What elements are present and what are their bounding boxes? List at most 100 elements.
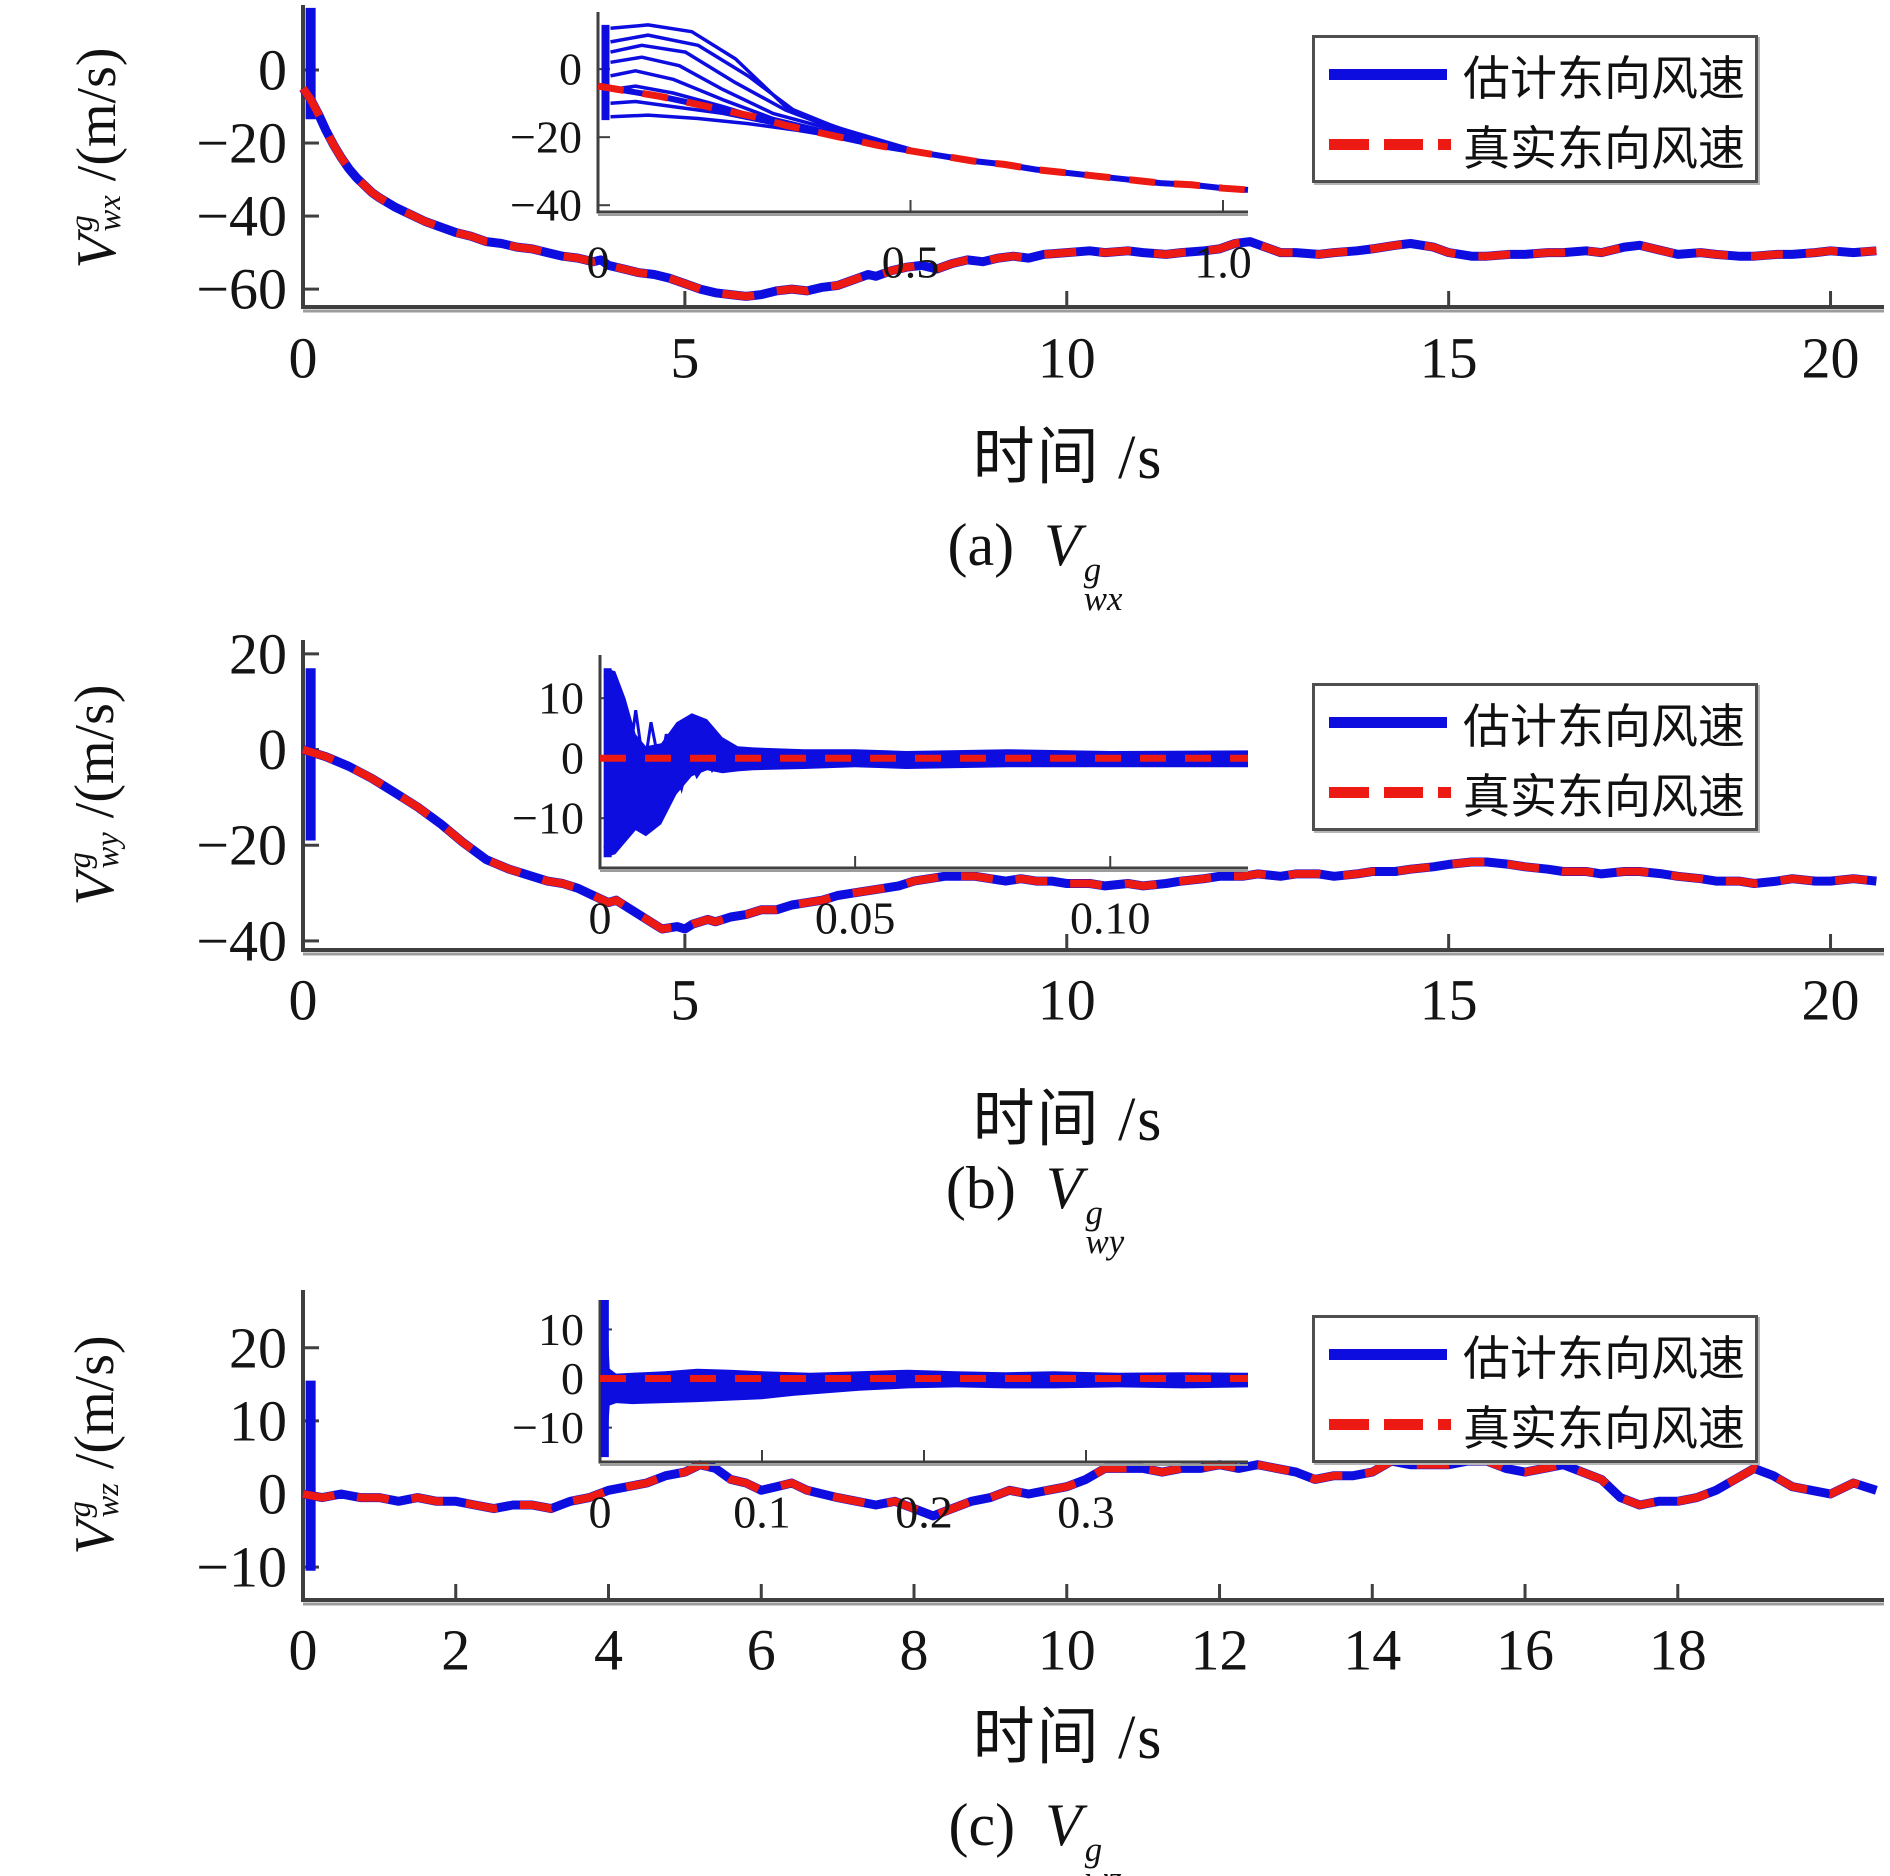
- y-tick-label: 0: [258, 717, 287, 782]
- legend-label-estimated: 估计东向风速: [1463, 1333, 1745, 1386]
- caption-prefix-c: (c): [948, 1792, 1016, 1858]
- legend-label-true: 真实东向风速: [1463, 123, 1745, 176]
- y-tick-label: −10: [196, 1535, 287, 1600]
- x-tick-label: 0.2: [895, 1487, 953, 1538]
- x-tick-label: 20: [1802, 326, 1860, 391]
- y-tick-label: −20: [510, 112, 582, 163]
- legend-label-estimated: 估计东向风速: [1463, 701, 1745, 754]
- y-tick-label: 0: [561, 733, 584, 784]
- panel-a: 0 5 10 15 200−20−40−60 0 0.5 1.00−20−40: [196, 5, 1884, 391]
- x-tick-label: 6: [747, 1618, 776, 1683]
- legend-item-true: 真实东向风速: [1329, 1396, 1745, 1456]
- y-symbol-supsub-b: g wy: [62, 832, 126, 869]
- caption-prefix-a: (a): [947, 512, 1015, 578]
- y-tick-label: −10: [512, 793, 584, 844]
- x-tick-label: 0.5: [882, 237, 940, 288]
- y-symbol-c: V: [64, 1520, 126, 1555]
- y-tick-label: −60: [196, 257, 287, 322]
- y-tick-label: 0: [258, 38, 287, 103]
- y-tick-label: 10: [538, 1304, 584, 1355]
- legend-b: 估计东向风速 真实东向风速: [1312, 683, 1758, 831]
- x-tick-label: 10: [1038, 326, 1096, 391]
- legend-item-estimated: 估计东向风速: [1329, 1326, 1745, 1386]
- x-tick-label: 10: [1038, 1618, 1096, 1683]
- x-tick-label: 15: [1420, 968, 1478, 1033]
- legend-item-true: 真实东向风速: [1329, 116, 1745, 176]
- y-tick-label: −40: [196, 184, 287, 249]
- true-series-b: [301, 745, 1877, 933]
- inset-a: 0 0.5 1.0 0 −20 −40: [510, 12, 1252, 288]
- x-tick-label: 0: [289, 968, 318, 1033]
- x-tick-label: 0: [589, 1487, 612, 1538]
- x-tick-label: 5: [670, 968, 699, 1033]
- y-symbol-b: V: [64, 871, 126, 906]
- x-tick-label: 2: [441, 1618, 470, 1683]
- x-tick-label: 1.0: [1194, 237, 1252, 288]
- y-unit-a: /(m/s): [66, 47, 128, 182]
- estimated-line-sample-icon: [1329, 68, 1451, 80]
- y-tick-label: 0: [258, 1461, 287, 1526]
- legend-item-true: 真实东向风速: [1329, 764, 1745, 824]
- x-tick-label: 5: [670, 326, 699, 391]
- estimated-line-sample-icon: [1329, 716, 1451, 728]
- estimated-fan-trace: [610, 55, 899, 150]
- x-tick-label: 0.05: [815, 893, 896, 944]
- estimated-band-b: [605, 668, 1248, 858]
- x-tick-label: 14: [1343, 1618, 1401, 1683]
- y-tick-label: 0: [559, 44, 582, 95]
- x-tick-label: 0.10: [1070, 893, 1151, 944]
- legend-label-true: 真实东向风速: [1463, 1403, 1745, 1456]
- true-line-sample-icon: [1329, 1418, 1451, 1430]
- y-tick-label: −20: [196, 111, 287, 176]
- x-tick-label: 0: [289, 326, 318, 391]
- y-tick-label: 10: [538, 673, 584, 724]
- y-symbol-supsub-c: g wz: [62, 1483, 126, 1518]
- x-tick-label: 8: [900, 1618, 929, 1683]
- y-tick-label: 20: [229, 621, 287, 686]
- legend-label-true: 真实东向风速: [1463, 771, 1745, 824]
- y-tick-label: 0: [561, 1353, 584, 1404]
- true-line-sample-icon: [1329, 138, 1451, 150]
- y-symbol-supsub-a: g wx: [64, 195, 128, 232]
- legend-c: 估计东向风速 真实东向风速: [1312, 1315, 1758, 1463]
- x-axis-label-a: 时间 /s: [972, 424, 1164, 492]
- estimated-line-sample-icon: [1329, 1348, 1451, 1360]
- true-inset-series: [597, 82, 1249, 194]
- y-tick-label: −10: [512, 1402, 584, 1453]
- x-tick-label: 10: [1038, 968, 1096, 1033]
- legend-label-estimated: 估计东向风速: [1463, 53, 1745, 106]
- x-tick-label: 4: [594, 1618, 623, 1683]
- true-series-a: [299, 86, 1877, 301]
- legend-a: 估计东向风速 真实东向风速: [1312, 35, 1758, 183]
- legend-item-estimated: 估计东向风速: [1329, 694, 1745, 754]
- x-tick-label: 0: [589, 893, 612, 944]
- y-unit-b: /(m/s): [64, 684, 126, 819]
- x-tick-label: 0.3: [1057, 1487, 1115, 1538]
- x-axis-label-b: 时间 /s: [972, 1086, 1164, 1154]
- x-tick-label: 18: [1649, 1618, 1707, 1683]
- y-symbol-a: V: [66, 234, 128, 269]
- true-line-sample-icon: [1329, 786, 1451, 798]
- y-tick-label: −40: [510, 180, 582, 231]
- x-tick-label: 12: [1191, 1618, 1249, 1683]
- legend-item-estimated: 估计东向风速: [1329, 46, 1745, 106]
- x-tick-label: 0.1: [733, 1487, 791, 1538]
- x-tick-label: 20: [1802, 968, 1860, 1033]
- x-tick-label: 15: [1420, 326, 1478, 391]
- x-tick-label: 0: [587, 237, 610, 288]
- x-tick-label: 0: [289, 1618, 318, 1683]
- y-tick-label: −20: [196, 813, 287, 878]
- y-tick-label: −40: [196, 908, 287, 973]
- x-tick-label: 16: [1496, 1618, 1554, 1683]
